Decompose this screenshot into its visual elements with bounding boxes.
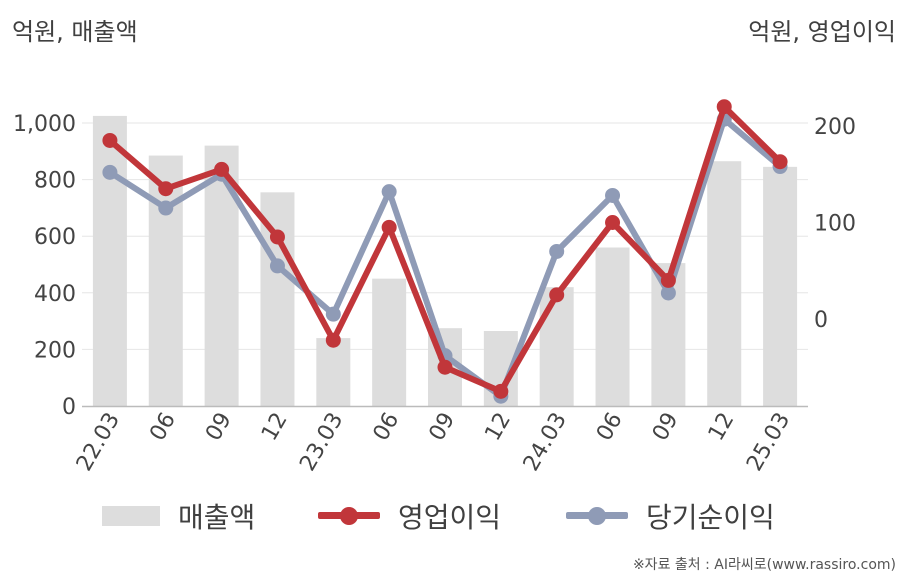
legend-swatch-revenue (102, 506, 160, 526)
point-operating-profit (660, 272, 676, 288)
point-net-income (605, 187, 621, 203)
right-tick-label: 0 (814, 308, 828, 333)
point-operating-profit (716, 99, 732, 115)
left-axis-unit: 억원, 매출액 (12, 18, 138, 46)
x-tick-label: 12 (257, 409, 293, 446)
source-note: ※자료 출처 : AI라씨로(www.rassiro.com) (632, 557, 896, 573)
left-tick-label: 1,000 (13, 112, 76, 137)
point-net-income (269, 258, 285, 274)
x-tick-label: 06 (592, 409, 628, 446)
bar-revenue (595, 247, 630, 406)
left-tick-label: 0 (62, 395, 76, 420)
legend-label-net-income: 당기순이익 (646, 501, 775, 534)
point-operating-profit (381, 219, 397, 235)
legend-item-revenue: 매출액 (102, 494, 255, 538)
right-tick-label: 200 (814, 115, 856, 140)
x-tick-label: 09 (201, 409, 237, 446)
bar-revenue (539, 287, 574, 406)
point-operating-profit (325, 332, 341, 348)
left-tick-label: 400 (34, 282, 76, 307)
point-operating-profit (605, 215, 621, 230)
point-operating-profit (214, 161, 230, 177)
point-net-income (660, 285, 676, 301)
revenue-bars (92, 115, 798, 407)
x-tick-label: 09 (648, 409, 684, 446)
x-tick-label: 09 (425, 409, 461, 446)
profit-lines (102, 99, 788, 404)
legend-label-operating-profit: 영업이익 (398, 501, 502, 534)
point-operating-profit (549, 287, 565, 303)
point-operating-profit (102, 132, 118, 148)
x-tick-label: 12 (480, 409, 516, 446)
point-net-income (549, 243, 565, 259)
x-tick-label: 24.03 (519, 409, 572, 476)
legend-swatch-net-income (566, 506, 628, 526)
point-operating-profit (493, 383, 509, 399)
point-net-income (102, 164, 118, 180)
x-tick-label: 23.03 (295, 409, 348, 476)
right-axis-unit: 억원, 영업이익 (748, 18, 896, 46)
legend-item-net-income: 당기순이익 (566, 494, 775, 538)
point-net-income (381, 184, 397, 200)
point-operating-profit (437, 359, 453, 375)
gridlines (82, 122, 808, 350)
bar-revenue (316, 338, 351, 406)
legend-label-revenue: 매출액 (178, 501, 256, 534)
x-tick-label: 22.03 (72, 409, 125, 476)
left-tick-label: 800 (34, 169, 76, 194)
point-operating-profit (158, 181, 174, 197)
x-tick-label: 25.03 (742, 409, 795, 476)
legend: 매출액 영업이익 당기순이익 (0, 494, 908, 538)
bar-revenue (372, 278, 407, 406)
bar-revenue (92, 115, 127, 407)
x-tick-label: 06 (369, 409, 405, 446)
x-tick-label: 12 (704, 409, 740, 446)
right-tick-label: 100 (814, 212, 856, 237)
point-operating-profit (772, 154, 788, 170)
point-net-income (158, 200, 174, 216)
left-tick-label: 600 (34, 225, 76, 250)
legend-item-operating-profit: 영업이익 (318, 494, 501, 538)
point-net-income (325, 306, 341, 322)
x-tick-label: 06 (145, 409, 181, 446)
point-operating-profit (269, 229, 285, 245)
bar-revenue (707, 161, 742, 406)
legend-swatch-operating-profit (318, 506, 380, 526)
left-tick-label: 200 (34, 338, 76, 363)
bar-revenue (763, 166, 798, 406)
